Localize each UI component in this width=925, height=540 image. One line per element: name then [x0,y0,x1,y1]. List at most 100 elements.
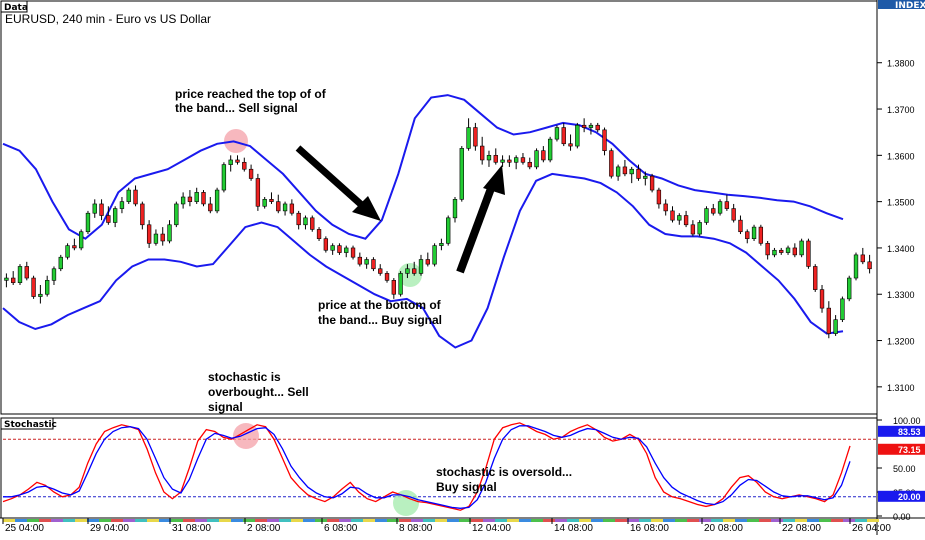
candle [840,296,845,323]
candle [683,210,689,228]
candle-body-up [405,268,410,274]
candle-body-down [738,219,743,233]
candle-body-up [38,293,43,297]
candle-body-down [663,203,668,212]
candle-body-up [221,164,227,191]
strip-segment [267,519,279,522]
candle-body-down [323,238,329,251]
time-tick-label: 25 04:00 [5,523,44,534]
candle-body-up [194,192,199,202]
candle [153,229,159,246]
candle-body-up [513,157,519,163]
strip-segment [591,519,603,522]
stoch-value-badge-label: 20.00 [898,492,921,502]
stoch-tab[interactable] [0,417,54,430]
time-tick-label: 2 08:00 [247,523,281,534]
candle-body-down [106,215,111,223]
strip-segment [639,519,651,522]
candle [242,157,247,172]
candle [847,275,852,302]
strip-segment [687,519,699,522]
strip-segment [435,519,447,522]
candle [72,238,77,251]
candle [636,164,641,181]
stoch-k-line [2,422,851,511]
strip-segment [627,519,639,522]
candle-body-down [867,261,872,270]
candle [146,220,152,248]
time-tick-label: 20 08:00 [704,523,743,534]
candle-body-down [711,208,716,214]
candle [51,266,57,285]
stoch-overbought-line1: stochastic is [208,370,281,384]
candle [282,201,288,216]
strip-segment [3,519,15,522]
candle-body-down [806,240,811,267]
chart-title: EURUSD, 240 min - Euro vs US Dollar [5,12,211,26]
price-tick-label: 1.3500 [887,198,915,208]
candle [323,236,329,253]
candle [534,148,539,170]
candle [677,213,682,225]
candle [248,164,254,181]
candle-body-down [860,254,865,263]
time-axis: 25 04:00 29 04:00 31 08:00 2 08:00 6 08:00 8 … [2,518,891,534]
candle-body-down [493,155,498,163]
candle [344,245,349,258]
candle-body-down [602,129,607,152]
candle-body-up [344,247,349,253]
bollinger-lower-band [2,172,844,349]
candle [697,220,702,237]
candle [92,199,97,218]
sell-signal-highlight [224,129,248,153]
strip-segment [279,519,291,522]
candle-body-down [248,168,254,179]
candle-body-down [140,203,145,226]
strip-segment [483,519,495,522]
candle-body-up [840,298,845,321]
time-tick-label: 22 08:00 [782,523,821,534]
candle [826,301,831,339]
candle [262,197,267,209]
candle [439,238,444,251]
candle [507,155,512,167]
candle-body-down [133,189,138,205]
candle-body-down [378,268,383,274]
strip-segment [411,519,423,522]
strip-segment [699,519,711,522]
index-tab[interactable] [878,0,925,9]
strip-segment [111,519,123,522]
candle-body-up [452,199,458,219]
candle [772,247,777,258]
candle [371,257,376,272]
time-tick-label: 26 04:00 [852,523,891,534]
candle [337,243,342,255]
data-tab[interactable] [0,0,28,13]
candle [500,155,505,167]
stoch-overbought-line2: overbought... Sell [208,385,309,399]
candle [833,315,838,336]
candle-body-down [242,161,247,170]
candle [819,284,825,313]
strip-segment [423,519,435,522]
candle-body-up [78,231,84,249]
candle [201,190,206,207]
candle [779,247,784,255]
candle-body-up [704,208,709,223]
candle [221,162,227,193]
candle-body-down [187,196,193,202]
candle [425,252,430,267]
candle [724,194,730,211]
candle-body-up [833,319,838,334]
strip-segment [231,519,243,522]
candle-body-down [568,143,573,147]
strip-segment [519,519,531,522]
bollinger-bands [2,94,844,349]
strip-segment [459,519,471,522]
strip-segment [651,519,663,522]
stoch-tick-label: 100.00 [893,416,921,426]
time-tick-label: 14 08:00 [554,523,593,534]
candle [561,122,566,147]
candle-body-up [92,203,97,214]
